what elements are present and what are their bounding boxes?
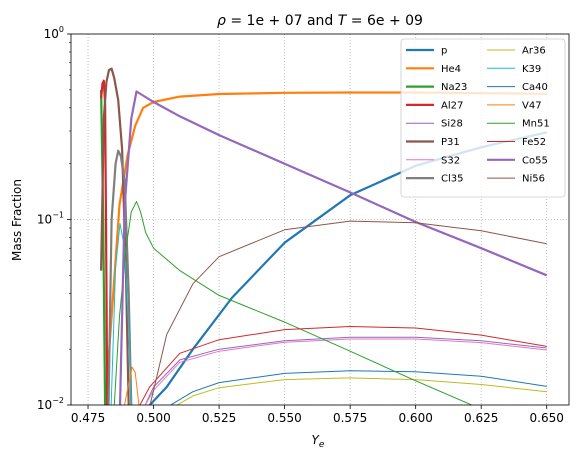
x-tick-label: 0.625 bbox=[464, 411, 498, 425]
y-tick-label: 10−1 bbox=[37, 211, 64, 227]
legend-label: He4 bbox=[441, 64, 461, 75]
legend-box bbox=[400, 38, 566, 198]
legend-label: K39 bbox=[522, 64, 541, 75]
y-axis-label: Mass Fraction bbox=[10, 179, 24, 261]
x-axis-ticks: 0.475 0.500 0.525 0.550 0.575 0.600 0.625 0.650 bbox=[71, 405, 564, 425]
legend-label: Fe52 bbox=[522, 137, 546, 148]
legend-label: P31 bbox=[441, 137, 460, 148]
legend-label: Al27 bbox=[441, 100, 463, 111]
legend-label: S32 bbox=[441, 155, 460, 166]
y-axis-ticks: 10−2 10−1 100 bbox=[37, 25, 71, 412]
series-line-ar36 bbox=[176, 377, 547, 405]
legend-label: Si28 bbox=[441, 119, 463, 130]
series-line-fe52 bbox=[139, 326, 547, 405]
x-tick-label: 0.650 bbox=[530, 411, 564, 425]
legend-label: Mn51 bbox=[522, 119, 550, 130]
series-line-ca40 bbox=[169, 370, 547, 405]
series-line-al27 bbox=[100, 79, 109, 405]
y-tick-label: 10−2 bbox=[37, 396, 64, 412]
legend-label: Ni56 bbox=[522, 174, 545, 185]
legend: p He4 Na23 Al27 Si28 P31 S32 Cl35 Ar36 K39 Ca40 V47… bbox=[400, 38, 566, 198]
legend-label: p bbox=[441, 46, 447, 57]
series-line-ni56 bbox=[149, 220, 547, 405]
x-axis-label: Ye bbox=[312, 433, 325, 450]
legend-label: V47 bbox=[522, 100, 542, 111]
x-tick-label: 0.575 bbox=[333, 411, 367, 425]
x-tick-label: 0.550 bbox=[267, 411, 301, 425]
y-tick-label: 100 bbox=[44, 25, 64, 41]
series-line-s32 bbox=[144, 338, 547, 405]
x-tick-label: 0.600 bbox=[398, 411, 432, 425]
series-line-si28 bbox=[144, 336, 547, 405]
legend-label: Cl35 bbox=[441, 174, 464, 185]
x-tick-label: 0.475 bbox=[71, 411, 105, 425]
series-line-co55 bbox=[118, 90, 548, 405]
x-tick-label: 0.500 bbox=[136, 411, 170, 425]
chart-title: ρ = 1e + 07 and T = 6e + 09 bbox=[217, 13, 423, 29]
legend-label: Co55 bbox=[522, 155, 548, 166]
x-tick-label: 0.525 bbox=[202, 411, 236, 425]
legend-label: Ca40 bbox=[522, 82, 548, 93]
series-line-cl35 bbox=[107, 149, 133, 405]
series-line-mn51 bbox=[113, 201, 473, 405]
series-line-k39 bbox=[110, 223, 132, 405]
series-line-na23 bbox=[100, 89, 107, 405]
legend-label: Ar36 bbox=[522, 46, 546, 57]
series-line-v47 bbox=[124, 366, 140, 405]
legend-label: Na23 bbox=[441, 82, 467, 93]
